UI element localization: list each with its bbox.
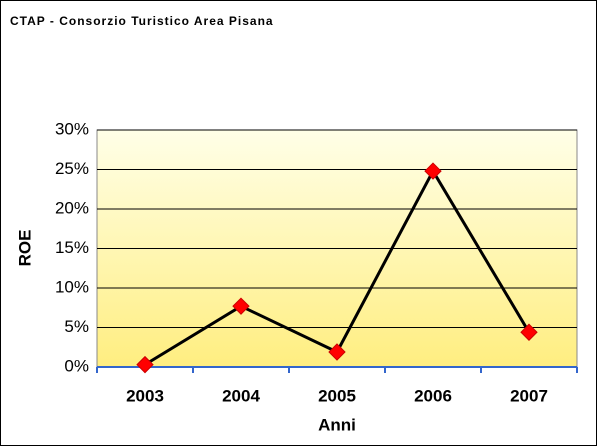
x-tick-label: 2004 <box>222 386 260 405</box>
y-tick-label: 0% <box>64 356 89 375</box>
x-tick-label: 2005 <box>318 386 356 405</box>
x-tick-label: 2003 <box>126 386 164 405</box>
y-tick-label: 10% <box>55 277 89 296</box>
y-tick-label: 20% <box>55 198 89 217</box>
x-tick-label: 2007 <box>510 386 548 405</box>
y-tick-label: 5% <box>64 317 89 336</box>
marker <box>232 297 250 315</box>
chart-title: CTAP - Consorzio Turistico Area Pisana <box>10 14 274 28</box>
marker <box>136 355 154 374</box>
marker <box>424 162 442 180</box>
x-tick-label: 2006 <box>414 386 452 405</box>
y-axis-title: ROE <box>15 230 34 267</box>
x-axis-title: Anni <box>318 415 356 434</box>
marker <box>328 343 346 361</box>
marker <box>520 323 538 341</box>
y-tick-label: 30% <box>55 119 89 138</box>
y-tick-label: 25% <box>55 159 89 178</box>
y-tick-label: 15% <box>55 238 89 257</box>
